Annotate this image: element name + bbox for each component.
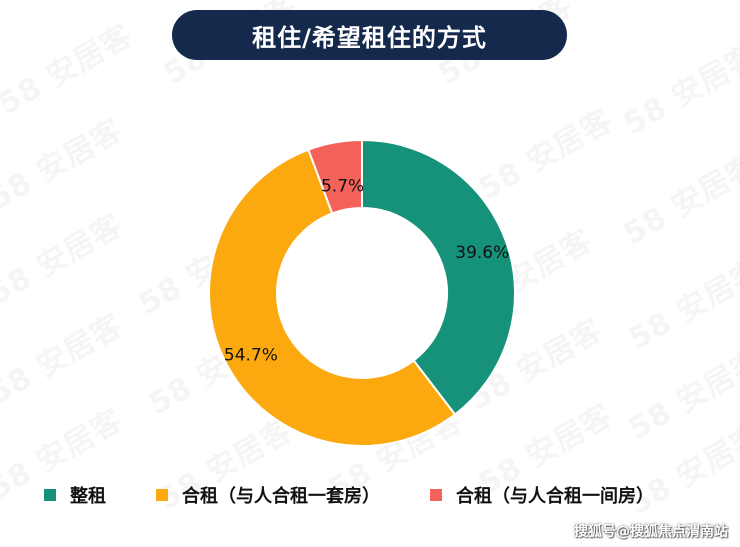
legend-label-whole-rent: 整租 [70, 486, 106, 507]
source-credit: 搜狐号@搜狐焦点渭南站 [574, 524, 728, 540]
legend-swatch-whole-rent [44, 489, 56, 501]
slice-shared-room [307, 138, 363, 215]
legend-swatch-shared-apartment [156, 489, 168, 501]
legend-item-shared-apartment: 合租（与人合租一套房） [156, 482, 380, 508]
legend-label-shared-apartment: 合租（与人合租一套房） [182, 486, 380, 507]
chart-title: 租住/希望租住的方式 [172, 10, 567, 60]
legend-swatch-shared-room [430, 489, 442, 501]
slice-shared-apartment [208, 148, 457, 447]
slice-whole-rent [361, 138, 516, 416]
slice-label-shared-apartment: 54.7% [224, 346, 278, 366]
chart-title-text: 租住/希望租住的方式 [252, 23, 487, 52]
slice-label-whole-rent: 39.6% [455, 243, 509, 263]
legend-item-shared-room: 合租（与人合租一间房） [430, 482, 654, 508]
legend-label-shared-room: 合租（与人合租一间房） [456, 486, 654, 507]
slice-label-shared-room: 5.7% [321, 177, 364, 197]
legend-item-whole-rent: 整租 [44, 482, 106, 508]
legend: 整租 合租（与人合租一套房） 合租（与人合租一间房） [44, 478, 724, 512]
